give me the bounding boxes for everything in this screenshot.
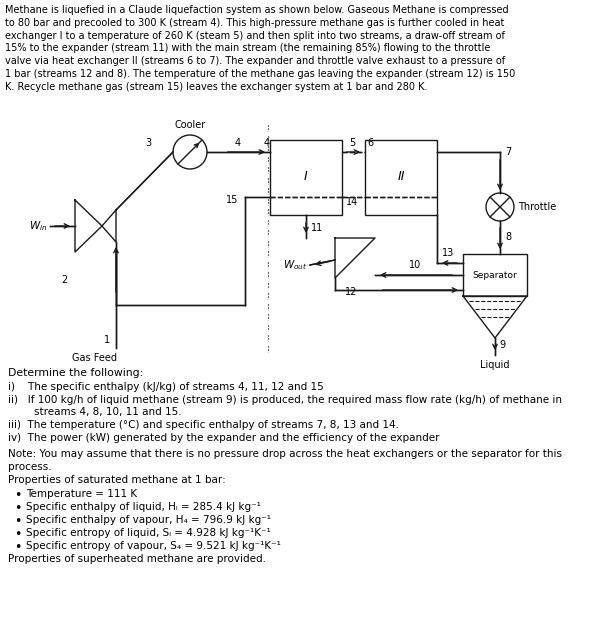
Text: 15: 15: [226, 195, 238, 205]
Text: 13: 13: [442, 248, 454, 258]
Text: Specific entropy of liquid, Sₗ = 4.928 kJ kg⁻¹K⁻¹: Specific entropy of liquid, Sₗ = 4.928 k…: [26, 528, 271, 538]
Bar: [270, 140, 342, 215]
Text: 2: 2: [62, 275, 68, 285]
Text: 4: 4: [235, 138, 241, 148]
Text: Temperature = 111 K: Temperature = 111 K: [26, 489, 137, 499]
Text: i)    The specific enthalpy (kJ/kg) of streams 4, 11, 12 and 15: i) The specific enthalpy (kJ/kg) of stre…: [8, 382, 324, 392]
Text: 12: 12: [345, 287, 358, 297]
Text: Properties of saturated methane at 1 bar:: Properties of saturated methane at 1 bar…: [8, 475, 226, 485]
Text: Separator: Separator: [472, 271, 517, 279]
Text: Specific entropy of vapour, S₄ = 9.521 kJ kg⁻¹K⁻¹: Specific entropy of vapour, S₄ = 9.521 k…: [26, 541, 281, 551]
Text: iii)  The temperature (°C) and specific enthalpy of streams 7, 8, 13 and 14.: iii) The temperature (°C) and specific e…: [8, 420, 399, 430]
Text: 11: 11: [311, 223, 323, 233]
Text: •: •: [14, 515, 21, 528]
Text: Determine the following:: Determine the following:: [8, 368, 143, 378]
Text: $\mathit{W_{out}}$: $\mathit{W_{out}}$: [282, 258, 307, 272]
Text: 10: 10: [409, 260, 421, 270]
Text: 6: 6: [367, 138, 373, 148]
Text: $\mathit{W_{in}}$: $\mathit{W_{in}}$: [28, 219, 47, 233]
Text: 9: 9: [499, 340, 505, 350]
Text: Gas Feed: Gas Feed: [72, 353, 117, 363]
Text: Specific enthalpy of liquid, Hₗ = 285.4 kJ kg⁻¹: Specific enthalpy of liquid, Hₗ = 285.4 …: [26, 502, 261, 512]
Text: 14: 14: [346, 197, 358, 207]
Text: Throttle: Throttle: [518, 202, 556, 212]
Text: 4: 4: [264, 138, 270, 148]
Text: streams 4, 8, 10, 11 and 15.: streams 4, 8, 10, 11 and 15.: [8, 407, 182, 417]
Text: 8: 8: [505, 232, 511, 242]
Text: ii)   If 100 kg/h of liquid methane (stream 9) is produced, the required mass fl: ii) If 100 kg/h of liquid methane (strea…: [8, 395, 562, 405]
Text: Methane is liquefied in a Claude liquefaction system as shown below. Gaseous Met: Methane is liquefied in a Claude liquefa…: [5, 5, 515, 92]
Text: Specific enthalpy of vapour, H₄ = 796.9 kJ kg⁻¹: Specific enthalpy of vapour, H₄ = 796.9 …: [26, 515, 271, 525]
Text: iv)  The power (kW) generated by the expander and the efficiency of the expander: iv) The power (kW) generated by the expa…: [8, 433, 439, 443]
Text: 7: 7: [505, 147, 511, 157]
Text: •: •: [14, 541, 21, 554]
Text: Properties of superheated methane are provided.: Properties of superheated methane are pr…: [8, 554, 266, 564]
Text: Note: You may assume that there is no pressure drop across the heat exchangers o: Note: You may assume that there is no pr…: [8, 449, 562, 472]
Text: •: •: [14, 502, 21, 515]
Text: 5: 5: [349, 138, 355, 148]
Text: •: •: [14, 489, 21, 502]
Text: •: •: [14, 528, 21, 541]
Text: Liquid: Liquid: [480, 360, 510, 370]
Bar: [463, 254, 527, 296]
Text: II: II: [397, 171, 405, 184]
Bar: [365, 140, 437, 215]
Text: I: I: [304, 171, 308, 184]
Text: 3: 3: [145, 138, 151, 148]
Text: 1: 1: [104, 335, 110, 345]
Text: Cooler: Cooler: [175, 120, 205, 130]
